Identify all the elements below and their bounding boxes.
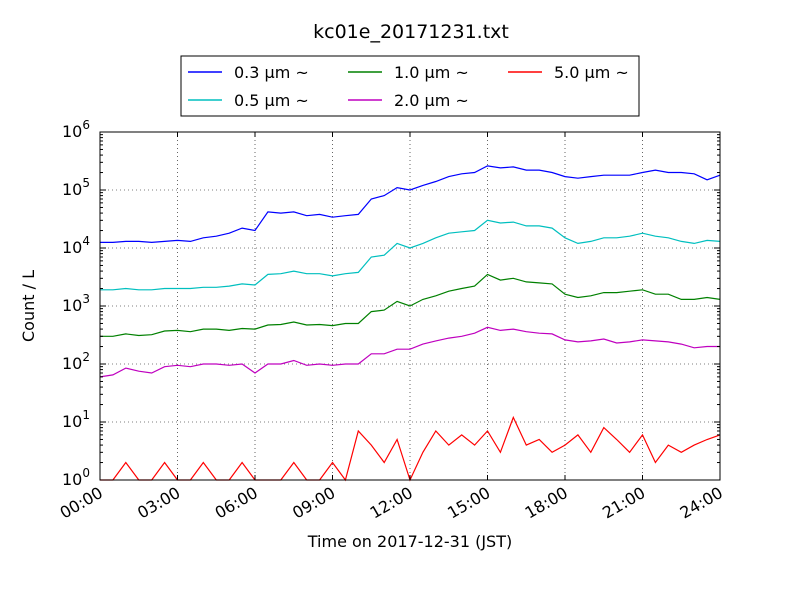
series-line-0 — [100, 165, 721, 244]
legend-label-4: 5.0 μm ~ — [554, 63, 629, 82]
x-axis-label: Time on 2017-12-31 (JST) — [307, 532, 512, 551]
series-line-1 — [100, 219, 721, 291]
legend-label-3: 2.0 μm ~ — [394, 91, 469, 110]
y-tick-label: 105 — [62, 176, 90, 199]
legend-label-2: 1.0 μm ~ — [394, 63, 469, 82]
y-tick-label: 104 — [62, 234, 90, 257]
y-tick-label: 101 — [62, 408, 90, 431]
x-tick-label: 21:00 — [599, 483, 648, 523]
x-tick-label: 12:00 — [367, 483, 416, 523]
legend: 0.3 μm ~ 0.5 μm ~ 1.0 μm ~ 2.0 μm ~ 5.0 μm ~ — [180, 55, 640, 117]
grid — [100, 132, 720, 480]
legend-label-1: 0.5 μm ~ — [234, 91, 309, 110]
legend-box — [180, 55, 640, 117]
x-tick-label: 03:00 — [134, 483, 183, 523]
y-axis-label: Count / L — [19, 270, 38, 342]
y-tick-label: 103 — [62, 292, 90, 315]
y-tick-label: 100 — [62, 466, 90, 489]
x-tick-label: 09:00 — [289, 483, 338, 523]
x-tick-label: 24:00 — [677, 483, 726, 523]
x-tick-label: 06:00 — [212, 483, 261, 523]
y-tick-label: 102 — [62, 350, 90, 373]
legend-label-0: 0.3 μm ~ — [234, 63, 309, 82]
x-tick-label: 15:00 — [444, 483, 493, 523]
chart-title: kc01e_20171231.txt — [313, 21, 509, 43]
x-tick-label: 18:00 — [522, 483, 571, 523]
series-line-2 — [100, 273, 721, 337]
series-line-3 — [99, 326, 720, 378]
y-tick-label: 106 — [62, 118, 90, 141]
y-axis: 100 101 102 103 104 105 106 — [62, 118, 720, 489]
